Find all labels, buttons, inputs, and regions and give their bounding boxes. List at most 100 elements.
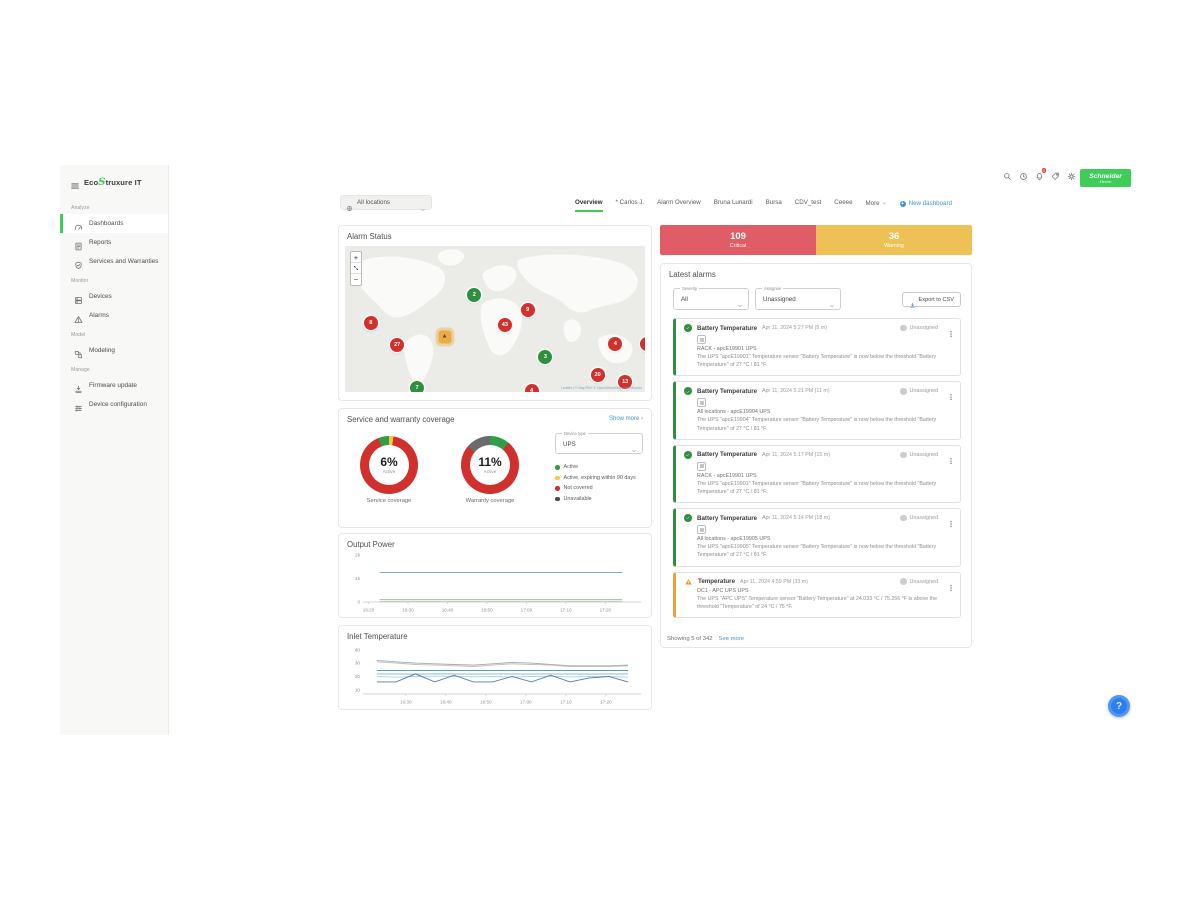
donut-center: 6% Active xyxy=(369,445,409,485)
severity-select[interactable]: Severity All xyxy=(673,286,749,310)
location-selector[interactable]: All locations xyxy=(340,195,432,212)
report-icon xyxy=(74,238,83,251)
export-to-csv-button[interactable]: Export to CSV xyxy=(901,292,961,308)
tab-carlos-j[interactable]: * Carlos J. xyxy=(615,199,645,206)
sidebar-item-alarms[interactable]: Alarms xyxy=(60,306,168,325)
map-zoom-in-button[interactable]: + xyxy=(351,252,361,263)
alarm-entry[interactable]: Battery Temperature Apr 11, 2024 5:14 PM … xyxy=(673,508,961,567)
notifications-icon[interactable]: 4 xyxy=(1033,167,1047,182)
see-more-link[interactable]: See more xyxy=(718,636,745,642)
alarm-assignee[interactable]: Unassigned xyxy=(900,514,938,522)
sidebar-item-label: Modeling xyxy=(89,347,115,354)
modeling-icon xyxy=(74,346,83,359)
new-dashboard-button[interactable]: + New dashboard xyxy=(899,200,952,211)
svg-text:30: 30 xyxy=(355,661,361,666)
device-chip-icon[interactable] xyxy=(697,335,706,344)
export-to-csv-label: Export to CSV xyxy=(918,296,954,303)
tab-ceeee[interactable]: Ceeee xyxy=(834,199,853,206)
donut-sublabel: Active xyxy=(382,469,396,474)
device-chip-icon[interactable] xyxy=(697,398,706,408)
alarms-footer: Showing 5 of 342 See more xyxy=(667,636,744,642)
tabs-more-button[interactable]: More xyxy=(866,200,887,211)
inlet-temperature-title: Inlet Temperature xyxy=(347,632,408,641)
alarm-entry[interactable]: Battery Temperature Apr 11, 2024 5:21 PM … xyxy=(673,381,961,440)
svg-text:17:10: 17:10 xyxy=(560,700,572,705)
sidebar-item-device-configuration[interactable]: Device configuration xyxy=(60,395,168,414)
map-cluster-ok[interactable]: 7 xyxy=(410,380,424,392)
tab-bursa[interactable]: Bursa xyxy=(765,199,782,206)
warning-count-tile[interactable]: 36 Warning xyxy=(816,225,972,255)
map-cluster-critical[interactable]: 4 xyxy=(524,384,539,392)
warning-triangle-icon xyxy=(684,578,693,586)
alarm-assignee[interactable]: Unassigned xyxy=(900,578,938,585)
device-chip-icon[interactable] xyxy=(697,461,706,471)
map-cluster-critical[interactable]: 27 xyxy=(390,337,405,352)
map-zoom-out-button[interactable]: − xyxy=(353,275,359,284)
sidebar-item-devices[interactable]: Devices xyxy=(60,287,168,306)
assignee-select[interactable]: Assignee Unassigned xyxy=(755,286,841,310)
sidebar-nav: Analyze Dashboards Reports Services and War… xyxy=(60,198,168,414)
alarm-entry-header: Battery Temperature Apr 11, 2024 5:17 PM … xyxy=(684,450,952,459)
alarm-location: DC1 - APC UPS UPS xyxy=(697,587,749,594)
map-cluster-ok[interactable]: 2 xyxy=(467,287,482,302)
tab-cdv-test[interactable]: CDV_test xyxy=(794,199,822,206)
schneider-wordmark: Schneider xyxy=(1089,172,1122,180)
alarm-entry[interactable]: Temperature Apr 11, 2024 4:59 PM (33 m) Un… xyxy=(673,571,961,619)
alarm-assignee[interactable]: Unassigned xyxy=(900,324,938,332)
critical-count-tile[interactable]: 109 Critical xyxy=(660,225,816,255)
settings-icon[interactable] xyxy=(1065,170,1077,182)
assignee-label: Assignee xyxy=(762,286,784,291)
map-cluster-critical[interactable] xyxy=(640,336,645,351)
alarm-entries-list: Battery Temperature Apr 11, 2024 5:27 PM … xyxy=(673,318,961,623)
alarm-assignee[interactable]: Unassigned xyxy=(900,388,938,395)
donut-percentage: 11% xyxy=(478,455,502,469)
legend-dot xyxy=(555,496,560,501)
alarm-timestamp: Apr 11, 2024 5:17 PM (15 m) xyxy=(762,451,830,458)
sidebar-item-label: Devices xyxy=(89,293,112,300)
gauge-icon xyxy=(74,219,83,230)
sidebar-item-firmware-update[interactable]: Firmware update xyxy=(60,376,168,395)
kebab-menu-icon[interactable] xyxy=(947,515,955,528)
globe-icon xyxy=(346,199,353,212)
tab-alarm-overview[interactable]: Alarm Overview xyxy=(657,199,701,206)
kebab-menu-icon[interactable] xyxy=(947,388,955,401)
map-cluster-critical[interactable]: 8 xyxy=(363,315,378,330)
map-cluster-critical[interactable]: 4 xyxy=(608,336,623,351)
search-icon[interactable] xyxy=(1001,170,1013,182)
kebab-menu-icon[interactable] xyxy=(947,452,955,464)
alarm-entry[interactable]: Battery Temperature Apr 11, 2024 5:17 PM … xyxy=(673,444,961,504)
map-cluster-critical[interactable]: 9 xyxy=(520,302,535,317)
coverage-title: Service and warranty coverage xyxy=(347,415,455,424)
tab-overview[interactable]: Overview xyxy=(575,199,603,212)
kebab-menu-icon[interactable] xyxy=(947,579,955,591)
map-cluster-critical[interactable]: 13 xyxy=(618,375,633,390)
sidebar-item-dashboards[interactable]: Dashboards xyxy=(60,214,168,233)
device-type-select[interactable]: Device type UPS xyxy=(555,431,643,454)
new-dashboard-label: New dashboard xyxy=(908,200,952,207)
alarm-entry[interactable]: Battery Temperature Apr 11, 2024 5:27 PM … xyxy=(673,318,961,377)
map-expand-button[interactable] xyxy=(351,263,361,274)
alarm-assignee[interactable]: Unassigned xyxy=(900,451,938,459)
legend-item: Unavailable xyxy=(555,494,636,505)
sidebar-item-services-and-warranties[interactable]: Services and Warranties xyxy=(60,252,168,271)
alarm-status-map[interactable]: + − 2 9 43 8 ▲ 27 4 3 20 13 7 4 Leaflet | © MapTiler… xyxy=(345,246,645,392)
hamburger-menu-icon[interactable] xyxy=(70,178,80,188)
sidebar-item-label: Dashboards xyxy=(89,220,124,227)
sidebar-item-modeling[interactable]: Modeling xyxy=(60,341,168,360)
service-coverage-donut: 6% Active Service coverage xyxy=(344,436,434,504)
map-cluster-critical[interactable]: 20 xyxy=(590,368,605,383)
tag-icon[interactable] xyxy=(1049,170,1061,182)
help-button[interactable]: ? xyxy=(1108,695,1130,717)
sidebar-item-reports[interactable]: Reports xyxy=(60,233,168,252)
map-warning-pin[interactable]: ▲ xyxy=(438,330,452,344)
alarm-location: RACK - apcE19901 UPS xyxy=(697,346,757,352)
device-chip-icon[interactable] xyxy=(697,525,706,535)
kebab-menu-icon[interactable] xyxy=(947,325,955,338)
tab-bruna-lunardi[interactable]: Bruna Lunardi xyxy=(713,199,753,206)
schneider-electric-logo[interactable]: Schneider Electric xyxy=(1080,169,1131,187)
history-icon[interactable] xyxy=(1017,170,1029,182)
map-cluster-critical[interactable]: 43 xyxy=(497,317,512,332)
coverage-show-more-link[interactable]: Show more › xyxy=(608,416,643,422)
donut-sublabel: Active xyxy=(483,469,497,474)
map-cluster-ok[interactable]: 3 xyxy=(538,349,553,364)
